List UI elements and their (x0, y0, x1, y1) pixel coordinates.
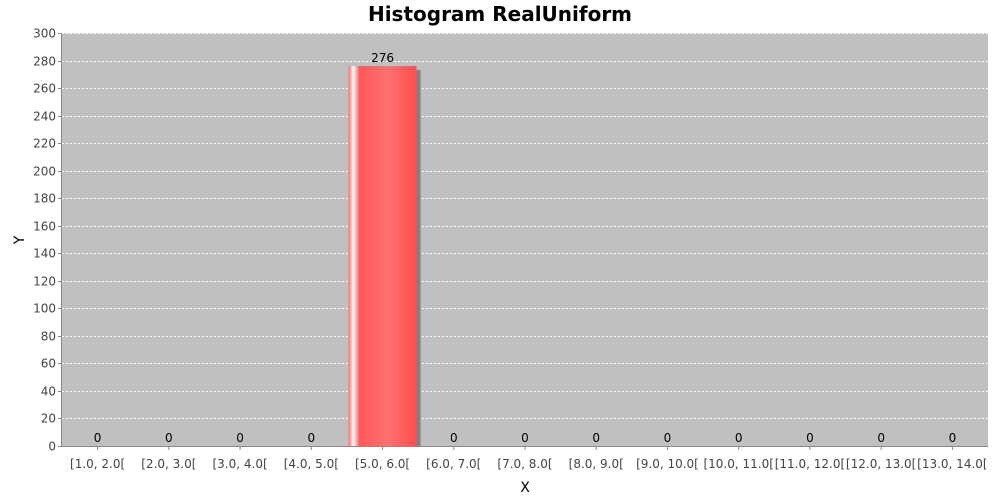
x-tick-label: [11.0, 12.0[ (775, 457, 845, 471)
y-tick-label: 200 (33, 165, 56, 179)
y-tick-label: 100 (33, 302, 56, 316)
bar (348, 66, 417, 446)
y-tick-label: 160 (33, 220, 56, 234)
x-tick-label: [4.0, 5.0[ (284, 457, 339, 471)
x-axis-title: X (520, 480, 530, 496)
x-tick-label: [1.0, 2.0[ (70, 457, 125, 471)
x-tick-label: [6.0, 7.0[ (426, 457, 481, 471)
x-tick-label: [12.0, 13.0[ (846, 457, 916, 471)
data-label: 0 (877, 431, 885, 445)
plot-area (62, 33, 988, 446)
x-tick-label: [8.0, 9.0[ (569, 457, 624, 471)
x-tick-label: [13.0, 14.0[ (917, 457, 987, 471)
y-tick-label: 120 (33, 275, 56, 289)
data-label: 0 (165, 431, 173, 445)
y-tick-label: 300 (33, 27, 56, 41)
bars (348, 66, 421, 446)
data-label: 0 (735, 431, 743, 445)
data-label: 0 (592, 431, 600, 445)
y-axis-title: Y (12, 235, 28, 245)
y-tick-label: 20 (41, 412, 56, 426)
x-axis-ticks: [1.0, 2.0[ [2.0, 3.0[ [3.0, 4.0[ [4.0, 5.0[… (70, 446, 988, 471)
data-label: 0 (236, 431, 244, 445)
x-tick-label: [7.0, 8.0[ (497, 457, 552, 471)
data-label: 0 (307, 431, 315, 445)
y-tick-label: 240 (33, 110, 56, 124)
data-label: 276 (371, 51, 394, 65)
data-label: 0 (806, 431, 814, 445)
data-label: 0 (664, 431, 672, 445)
y-tick-label: 260 (33, 82, 56, 96)
x-tick-label: [9.0, 10.0[ (636, 457, 699, 471)
x-tick-label: [3.0, 4.0[ (212, 457, 267, 471)
x-tick-label: [2.0, 3.0[ (141, 457, 196, 471)
y-tick-label: 0 (48, 440, 56, 454)
data-label: 0 (521, 431, 529, 445)
y-tick-label: 180 (33, 192, 56, 206)
y-axis-ticks: 0 20 40 60 80 100 120 140 160 180 200 220 240 260 280 3… (33, 27, 62, 454)
data-label: 0 (949, 431, 957, 445)
y-tick-label: 60 (41, 357, 56, 371)
y-tick-label: 40 (41, 385, 56, 399)
y-tick-label: 140 (33, 247, 56, 261)
y-tick-label: 80 (41, 330, 56, 344)
data-label: 0 (450, 431, 458, 445)
y-tick-label: 220 (33, 137, 56, 151)
x-tick-label: [5.0, 6.0[ (355, 457, 410, 471)
data-label: 0 (94, 431, 102, 445)
y-tick-label: 280 (33, 55, 56, 69)
data-labels: 0 0 0 0 276 0 0 0 0 0 0 0 0 (94, 51, 956, 445)
x-tick-label: [10.0, 11.0[ (703, 457, 773, 471)
chart-title: Histogram RealUniform (367, 2, 633, 26)
